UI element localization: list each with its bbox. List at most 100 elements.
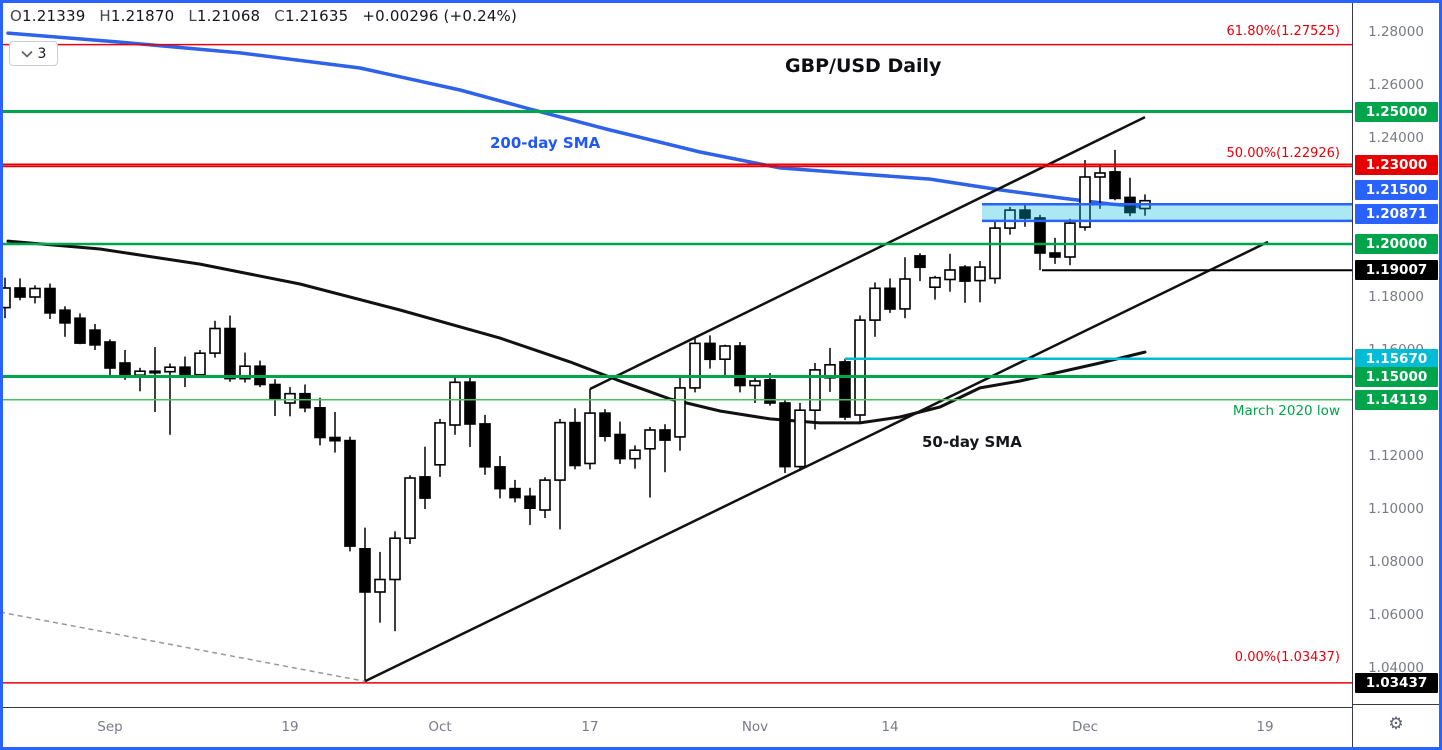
price-badge-1.15670[interactable]: 1.15670 bbox=[1355, 348, 1438, 369]
candlestick-chart-canvas[interactable] bbox=[3, 3, 1352, 707]
price-badge-1.03437[interactable]: 1.03437 bbox=[1355, 672, 1438, 693]
candle[interactable] bbox=[989, 221, 1001, 284]
candle[interactable] bbox=[794, 403, 806, 471]
candle[interactable] bbox=[464, 377, 476, 447]
sma50-line[interactable] bbox=[6, 239, 1147, 425]
candle[interactable] bbox=[809, 363, 821, 430]
candle[interactable] bbox=[374, 551, 386, 623]
candle[interactable] bbox=[959, 265, 971, 303]
candle[interactable] bbox=[404, 475, 416, 544]
time-tick-label: Sep bbox=[97, 719, 123, 735]
candle[interactable] bbox=[284, 387, 296, 417]
candle[interactable] bbox=[734, 342, 746, 393]
candle[interactable] bbox=[974, 261, 986, 303]
candle[interactable] bbox=[344, 436, 356, 552]
candle[interactable] bbox=[539, 477, 551, 518]
trendline-fib-base-line[interactable] bbox=[3, 611, 366, 683]
close-label: C bbox=[274, 7, 285, 25]
candle[interactable] bbox=[1049, 237, 1061, 264]
band-supply-zone[interactable] bbox=[982, 202, 1352, 223]
candle[interactable] bbox=[674, 376, 686, 451]
open-label: O bbox=[10, 7, 23, 25]
price-badge-1.19007[interactable]: 1.19007 bbox=[1355, 260, 1438, 281]
candle[interactable] bbox=[119, 350, 131, 380]
high-value: 1.21870 bbox=[110, 7, 175, 25]
price-badge-1.20871[interactable]: 1.20871 bbox=[1355, 203, 1438, 224]
time-tick-label: 14 bbox=[881, 719, 899, 735]
candle[interactable] bbox=[149, 347, 161, 412]
candle[interactable] bbox=[44, 283, 56, 320]
sma200-line[interactable] bbox=[6, 31, 1147, 209]
candle[interactable] bbox=[779, 400, 791, 473]
candle[interactable] bbox=[194, 350, 206, 377]
price-badge-1.15000[interactable]: 1.15000 bbox=[1355, 366, 1438, 387]
candle[interactable] bbox=[254, 360, 266, 388]
candle[interactable] bbox=[644, 426, 656, 498]
price-scale-settings-icon[interactable]: ⚙ bbox=[1388, 714, 1404, 734]
candle[interactable] bbox=[134, 367, 146, 392]
candle[interactable] bbox=[299, 384, 311, 413]
candle[interactable] bbox=[434, 418, 446, 477]
candle[interactable] bbox=[74, 313, 86, 345]
candle[interactable] bbox=[329, 412, 341, 453]
price-badge-1.21500[interactable]: 1.21500 bbox=[1355, 180, 1438, 201]
candle[interactable] bbox=[29, 285, 41, 304]
candle[interactable] bbox=[719, 344, 731, 377]
candle[interactable] bbox=[314, 397, 326, 446]
candle[interactable] bbox=[1109, 149, 1121, 201]
candle[interactable] bbox=[599, 409, 611, 442]
candle[interactable] bbox=[14, 278, 26, 301]
price-badge-1.20000[interactable]: 1.20000 bbox=[1355, 234, 1438, 254]
candle[interactable] bbox=[689, 338, 701, 393]
candle[interactable] bbox=[89, 324, 101, 350]
candle[interactable] bbox=[1034, 214, 1046, 271]
candle[interactable] bbox=[569, 408, 581, 470]
candle[interactable] bbox=[389, 531, 401, 632]
candle[interactable] bbox=[914, 253, 926, 282]
candle[interactable] bbox=[3, 277, 11, 319]
candle[interactable] bbox=[479, 414, 491, 475]
candle[interactable] bbox=[359, 527, 371, 682]
candle[interactable] bbox=[884, 278, 896, 313]
indicators-collapse-button[interactable]: 3 bbox=[9, 41, 58, 66]
candle[interactable] bbox=[929, 275, 941, 300]
time-axis[interactable]: Sep 19 Oct 17 Nov 14 Dec 19 bbox=[3, 707, 1352, 747]
candle[interactable] bbox=[659, 424, 671, 473]
candle[interactable] bbox=[824, 347, 836, 392]
candle[interactable] bbox=[584, 389, 596, 470]
candle[interactable] bbox=[209, 320, 221, 358]
candle[interactable] bbox=[899, 257, 911, 319]
candle[interactable] bbox=[1094, 164, 1106, 209]
candle[interactable] bbox=[1064, 218, 1076, 266]
candle[interactable] bbox=[509, 479, 521, 503]
candle[interactable] bbox=[1079, 160, 1091, 231]
candle[interactable] bbox=[614, 421, 626, 464]
candle[interactable] bbox=[854, 315, 866, 422]
indicator-count: 3 bbox=[37, 45, 47, 62]
candle[interactable] bbox=[629, 445, 641, 469]
candle[interactable] bbox=[944, 253, 956, 292]
trendline-channel-upper[interactable] bbox=[589, 115, 1146, 391]
candle[interactable] bbox=[494, 456, 506, 499]
candle[interactable] bbox=[1019, 204, 1031, 227]
candle[interactable] bbox=[524, 487, 536, 525]
candle[interactable] bbox=[239, 352, 251, 383]
price-badge-1.14119[interactable]: 1.14119 bbox=[1355, 389, 1438, 410]
candle[interactable] bbox=[419, 446, 431, 509]
chart-title: GBP/USD Daily bbox=[785, 55, 942, 77]
candle[interactable] bbox=[104, 339, 116, 377]
candle[interactable] bbox=[704, 335, 716, 369]
candle[interactable] bbox=[269, 379, 281, 416]
candle[interactable] bbox=[554, 418, 566, 530]
candle[interactable] bbox=[59, 306, 71, 337]
candle[interactable] bbox=[224, 315, 236, 382]
price-badge-1.23000[interactable]: 1.23000 bbox=[1355, 154, 1438, 175]
candle[interactable] bbox=[839, 358, 851, 420]
candle[interactable] bbox=[749, 376, 761, 404]
price-badge-1.25000[interactable]: 1.25000 bbox=[1355, 101, 1438, 122]
trendline-channel-lower[interactable] bbox=[364, 240, 1269, 683]
candle[interactable] bbox=[449, 377, 461, 435]
candle[interactable] bbox=[869, 282, 881, 337]
price-axis[interactable]: 1.280001.260001.240001.180001.160001.120… bbox=[1352, 3, 1439, 747]
candle[interactable] bbox=[179, 356, 191, 388]
